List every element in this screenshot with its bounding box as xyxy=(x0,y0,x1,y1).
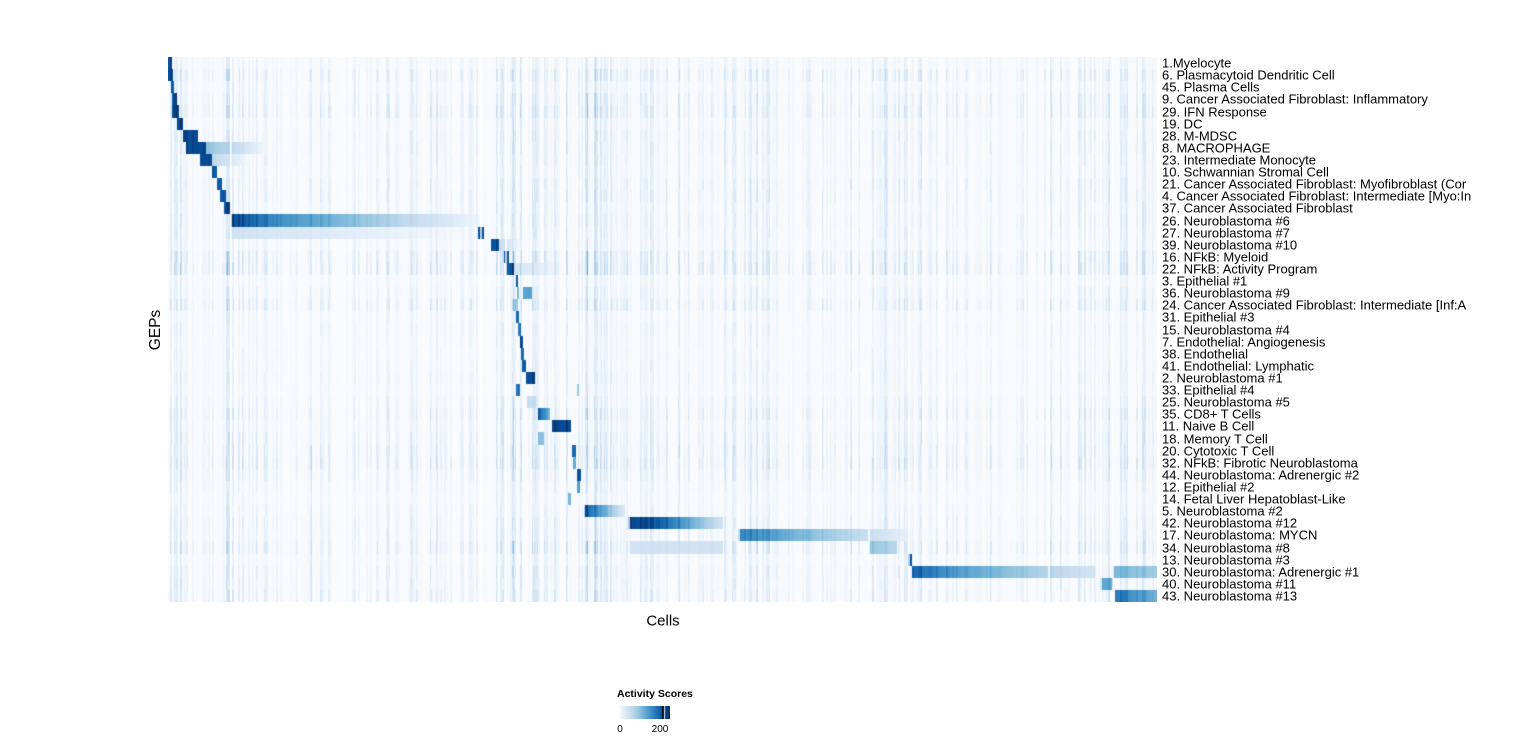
row-label: 35. CD8+ T Cells xyxy=(1162,406,1261,422)
row-label: 26. Neuroblastoma #6 xyxy=(1162,213,1290,228)
row-label: 7. Endothelial: Angiogenesis xyxy=(1162,334,1326,350)
row-label: 34. Neuroblastoma #8 xyxy=(1162,540,1290,555)
row-label: 25. Neuroblastoma #5 xyxy=(1162,394,1290,410)
row-label: 38. Endothelial xyxy=(1162,346,1249,362)
row-label: 11. Naive B Cell xyxy=(1162,418,1255,434)
legend-colorbar xyxy=(618,706,670,719)
row-label: 12. Epithelial #2 xyxy=(1162,479,1255,495)
row-label: 29. IFN Response xyxy=(1162,104,1267,119)
row-label: 17. Neuroblastoma: MYCN xyxy=(1162,527,1318,543)
y-axis-label: GEPs xyxy=(147,309,164,351)
row-label: 13. Neuroblastoma #3 xyxy=(1162,552,1290,568)
heatmap-canvas xyxy=(168,57,1157,602)
row-label: 41. Endothelial: Lymphatic xyxy=(1162,358,1315,374)
legend-tick-label-min: 0 xyxy=(617,724,623,735)
row-label: 21. Cancer Associated Fibroblast: Myofib… xyxy=(1162,176,1467,192)
row-label: 45. Plasma Cells xyxy=(1162,79,1260,95)
row-label: 40. Neuroblastoma #11 xyxy=(1162,576,1297,592)
row-label: 43. Neuroblastoma #13 xyxy=(1162,588,1298,604)
row-label: 32. NFkB: Fibrotic Neuroblastoma xyxy=(1162,455,1358,471)
row-label: 6. Plasmacytoid Dendritic Cell xyxy=(1162,67,1335,83)
row-label: 15. Neuroblastoma #4 xyxy=(1162,322,1290,337)
row-label: 14. Fetal Liver Hepatoblast-Like xyxy=(1162,491,1346,507)
row-label: 16. NFkB: Myeloid xyxy=(1162,249,1269,265)
row-label: 22. NFkB: Activity Program xyxy=(1162,261,1318,277)
row-labels: 1.Myelocyte 6. Plasmacytoid Dendritic Cel… xyxy=(1162,55,1540,604)
row-label: 28. M-MDSC xyxy=(1162,128,1238,144)
row-label: 10. Schwannian Stromal Cell xyxy=(1162,164,1329,180)
row-label: 23. Intermediate Monocyte xyxy=(1162,152,1316,168)
row-label: 9. Cancer Associated Fibroblast: Inflamm… xyxy=(1162,91,1428,107)
row-label: 42. Neuroblastoma #12 xyxy=(1162,515,1298,531)
row-label: 18. Memory T Cell xyxy=(1162,431,1268,446)
row-label: 3. Epithelial #1 xyxy=(1162,273,1248,289)
row-label: 37. Cancer Associated Fibroblast xyxy=(1162,200,1353,216)
row-label: 39. Neuroblastoma #10 xyxy=(1162,237,1298,253)
row-label: 19. DC xyxy=(1162,116,1203,132)
legend: Activity Scores 0 200 xyxy=(617,688,737,738)
row-label: 44. Neuroblastoma: Adrenergic #2 xyxy=(1162,467,1360,483)
row-label: 30. Neuroblastoma: Adrenergic #1 xyxy=(1162,564,1360,580)
row-label: 1.Myelocyte xyxy=(1162,55,1232,71)
row-label: 36. Neuroblastoma #9 xyxy=(1162,285,1290,301)
row-label: 31. Epithelial #3 xyxy=(1162,309,1255,325)
x-axis-label: Cells xyxy=(646,612,680,630)
row-label: 27. Neuroblastoma #7 xyxy=(1162,225,1290,241)
row-label: 20. Cytotoxic T Cell xyxy=(1162,443,1275,459)
legend-title: Activity Scores xyxy=(617,688,693,700)
row-label: 2. Neuroblastoma #1 xyxy=(1162,370,1283,386)
row-label: 8. MACROPHAGE xyxy=(1162,140,1271,156)
legend-tick-label-max: 200 xyxy=(651,724,669,735)
row-label: 24. Cancer Associated Fibroblast: Interm… xyxy=(1162,297,1467,313)
row-label: 4. Cancer Associated Fibroblast: Interme… xyxy=(1162,188,1472,204)
row-label: 5. Neuroblastoma #2 xyxy=(1162,503,1283,519)
row-label: 33. Epithelial #4 xyxy=(1162,382,1255,398)
